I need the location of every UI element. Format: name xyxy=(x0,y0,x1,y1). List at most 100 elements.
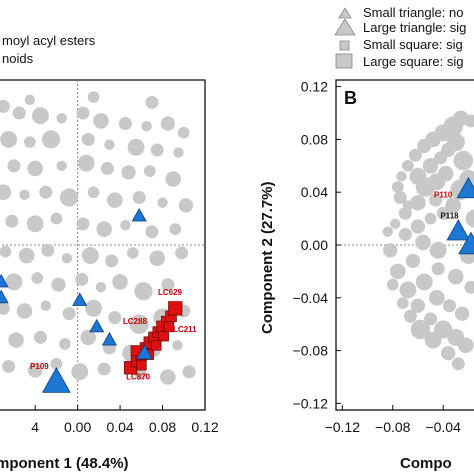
panel-a-gray-circle-point xyxy=(82,133,95,146)
panel-b-y-axis-title: Component 2 (27.7%) xyxy=(259,181,276,334)
panel-b-gray-circle-point xyxy=(430,242,447,259)
panel-a-gray-circle-point xyxy=(178,127,190,139)
legend-large-square-icon xyxy=(336,54,352,68)
panel-a-gray-circle-point xyxy=(7,159,20,172)
panel-a-gray-circle-point xyxy=(0,302,10,315)
panel-a-gray-circle-point xyxy=(17,303,33,319)
panel-a-gray-circle-point xyxy=(179,198,193,212)
panel-a-gray-circle-point xyxy=(149,250,165,266)
panel-b-gray-circle-point xyxy=(455,306,469,320)
panel-a-gray-circle-point xyxy=(41,301,51,311)
panel-b-gray-circle-point xyxy=(382,227,392,237)
panel-a-gray-circle-point xyxy=(19,190,29,200)
panel-b-x-tick-label: −0.08 xyxy=(375,419,411,435)
panel-a-gray-circle-point xyxy=(121,165,135,179)
panel-b-x-tick-label: −0.04 xyxy=(425,419,461,435)
panel-a-gray-circle-point xyxy=(157,198,167,208)
panel-a-gray-circle-point xyxy=(96,282,106,292)
panel-a-gray-circle-point xyxy=(96,221,112,237)
legend-left: moyl acyl esters noids xyxy=(2,33,96,66)
legend-left-entry-1: moyl acyl esters xyxy=(2,33,96,48)
panel-b-y-tick-label: −0.12 xyxy=(293,395,329,411)
panel-b-gray-circle-point xyxy=(399,207,412,220)
panel-a-gray-circle-point xyxy=(82,247,99,264)
legend-right-entry-3: Small square: sig xyxy=(363,37,463,52)
panel-a-gray-circle-point xyxy=(2,360,15,373)
legend-right-entry-4: Large square: sig xyxy=(363,54,463,69)
panel-a-gray-circle-point xyxy=(175,246,188,259)
panel-b-y-tick-label: 0.00 xyxy=(301,237,328,253)
panel-b-gray-circle-point xyxy=(402,160,414,172)
panel-a-gray-circle-point xyxy=(169,223,181,235)
panel-a-gray-circle-point xyxy=(59,338,71,350)
panel-b: B P110P118 −0.12 −0.08 −0.04 0.120.080.040… xyxy=(259,79,474,472)
panel-b-y-tick-label: −0.08 xyxy=(293,343,329,359)
panel-a-gray-circle-point xyxy=(165,171,181,187)
panel-b-y-tick-label: 0.04 xyxy=(301,184,328,200)
panel-b-gray-circle-point xyxy=(454,151,474,171)
panel-a-gray-circle-point xyxy=(0,131,17,148)
panel-a-gray-circle-point xyxy=(63,307,76,320)
panel-a-gray-circle-point xyxy=(119,117,132,130)
panel-a-gray-circle-point xyxy=(32,107,49,124)
panel-a-gray-circle-point xyxy=(41,244,54,257)
panel-b-gray-circle-point xyxy=(441,346,455,360)
panel-a-blue-triangle-point xyxy=(0,291,8,303)
panel-b-gray-circle-point xyxy=(396,171,406,181)
panel-a-gray-circle-point xyxy=(85,300,102,317)
panel-a-gray-circle-point xyxy=(160,369,176,385)
panel-a-red-square-point xyxy=(169,302,183,316)
panel-a-blue-triangle-point xyxy=(103,333,117,345)
panel-a-gray-circle-point xyxy=(104,139,114,149)
panel-a-gray-circle-point xyxy=(60,188,78,206)
legend-large-triangle-icon xyxy=(335,19,355,35)
panel-a-gray-circle-point xyxy=(183,365,196,378)
panel-a-gray-circle-point xyxy=(5,274,22,291)
panel-a-gray-circle-point xyxy=(24,136,36,148)
panel-a-x-tick-label: 0.12 xyxy=(191,419,218,435)
panel-b-gray-circle-point xyxy=(464,281,474,294)
panel-b-gray-circle-point xyxy=(399,228,412,241)
panel-b-point-label: P118 xyxy=(440,212,459,221)
panel-a-gray-circle-point xyxy=(0,184,11,200)
panel-a-gray-circle-point xyxy=(112,274,128,290)
panel-a-gray-circle-point xyxy=(8,332,24,348)
panel-a-gray-circle-point xyxy=(27,215,44,232)
panel-a-gray-circle-point xyxy=(25,95,35,105)
panel-b-gray-circle-point xyxy=(387,279,399,291)
panel-a-gray-circle-point xyxy=(5,215,18,228)
panel-b-gray-circle-point xyxy=(458,338,474,354)
panel-a-gray-circle-point xyxy=(134,282,152,300)
panel-b-gray-circle-point xyxy=(443,299,456,312)
panel-a-gray-circle-point xyxy=(133,191,146,204)
panel-a-point-label: P109 xyxy=(30,362,49,371)
panel-a-gray-circle-point xyxy=(31,272,43,284)
panel-b-gray-circle-point xyxy=(397,297,409,309)
panel-a-zero-lines xyxy=(0,80,205,410)
panel-b-y-tick-label: 0.12 xyxy=(301,79,328,95)
panel-a-gray-circle-point xyxy=(71,363,88,380)
panel-a-blue-triangle-point xyxy=(132,209,146,221)
panel-b-letter: B xyxy=(344,88,357,108)
panel-b-gray-circle-point xyxy=(410,195,426,211)
panel-a-gray-circle-point xyxy=(76,217,89,230)
panel-a-gray-circle-point xyxy=(75,273,88,286)
panel-b-gray-circle-point xyxy=(390,219,400,229)
panel-a-gray-circle-point xyxy=(13,107,26,120)
panel-b-gray-circle-point xyxy=(448,269,464,285)
panel-b-y-tick-label: 0.08 xyxy=(301,131,328,147)
panel-a-gray-circle-point xyxy=(56,161,66,171)
panel-a-gray-circle-point xyxy=(98,363,111,376)
panel-a-point-label: LC870 xyxy=(126,373,151,382)
panel-b-gray-circle-point xyxy=(415,235,431,251)
panel-a-gray-circle-point xyxy=(127,247,139,259)
panel-a-gray-circle-point xyxy=(39,186,52,199)
panel-a-gray-circle-point xyxy=(161,116,175,130)
panel-a-gray-circle-point xyxy=(173,147,183,157)
panel-b-gray-circle-point xyxy=(452,357,465,370)
panel-a-blue-triangle-point xyxy=(43,368,70,392)
panel-b-gray-circle-point xyxy=(466,210,474,228)
panel-a-gray-circle-point xyxy=(101,162,114,175)
legend-right: Small triangle: no Large triangle: sig S… xyxy=(335,5,466,69)
panel-b-gray-circle-point xyxy=(432,262,445,275)
